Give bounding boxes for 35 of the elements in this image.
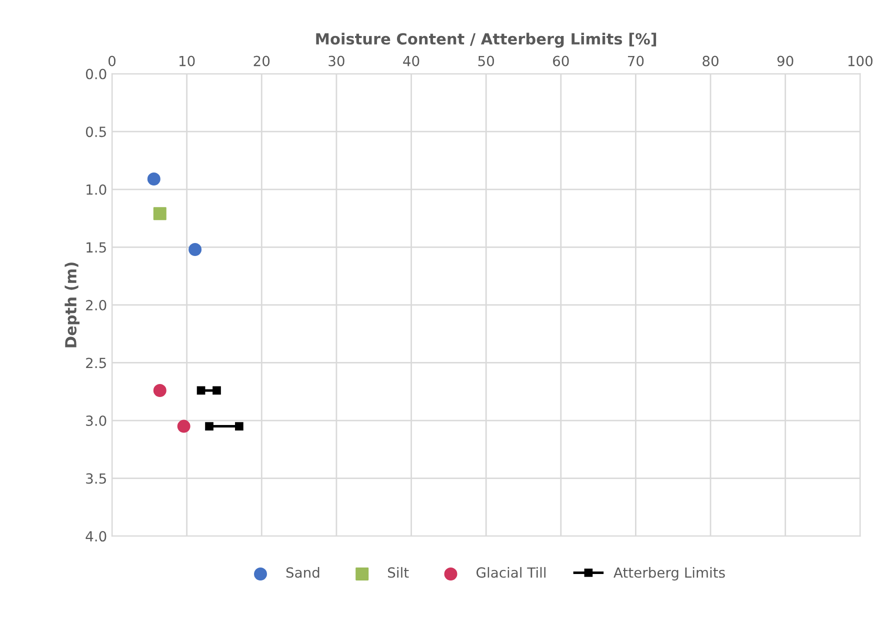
x-tick-label: 50 — [478, 56, 494, 66]
point — [188, 242, 202, 256]
point — [153, 384, 166, 397]
x-tick-label: 90 — [777, 56, 794, 66]
legend-label: Atterberg Limits — [614, 567, 725, 580]
y-tick-label: 2.5 — [86, 358, 106, 368]
point — [177, 420, 190, 433]
point — [147, 172, 160, 186]
y-tick-label: 0.0 — [86, 68, 106, 80]
y-tick-label: 1.0 — [86, 184, 106, 195]
x-tick-label: 60 — [553, 56, 569, 66]
y-tick-label: 3.5 — [86, 473, 106, 484]
point — [235, 422, 244, 430]
y-tick-label: 3.0 — [86, 415, 106, 426]
point — [153, 207, 166, 220]
x-axis-title: Moisture Content / Atterberg Limits [%] — [316, 32, 656, 48]
y-tick-label: 2.0 — [86, 300, 106, 310]
x-tick-label: 10 — [180, 56, 195, 66]
point — [196, 386, 206, 395]
y-tick-label: 1.5 — [86, 242, 106, 253]
y-axis-title: Depth (m) — [64, 262, 80, 348]
legend-label: Glacial Till — [476, 567, 546, 578]
point — [205, 422, 214, 430]
y-tick-label: 0.5 — [86, 126, 106, 138]
x-tick-label: 0 — [108, 56, 116, 66]
y-tick-label: 4.0 — [86, 531, 106, 542]
x-tick-label: 100 — [848, 56, 872, 66]
x-tick-label: 30 — [328, 56, 344, 66]
x-tick-label: 40 — [403, 56, 420, 66]
x-tick-label: 70 — [628, 56, 644, 66]
legend-label: Sand — [286, 567, 320, 578]
x-tick-label: 80 — [702, 56, 718, 66]
legend-label: Silt — [388, 567, 409, 578]
point — [212, 386, 221, 395]
x-tick-label: 20 — [254, 56, 270, 66]
